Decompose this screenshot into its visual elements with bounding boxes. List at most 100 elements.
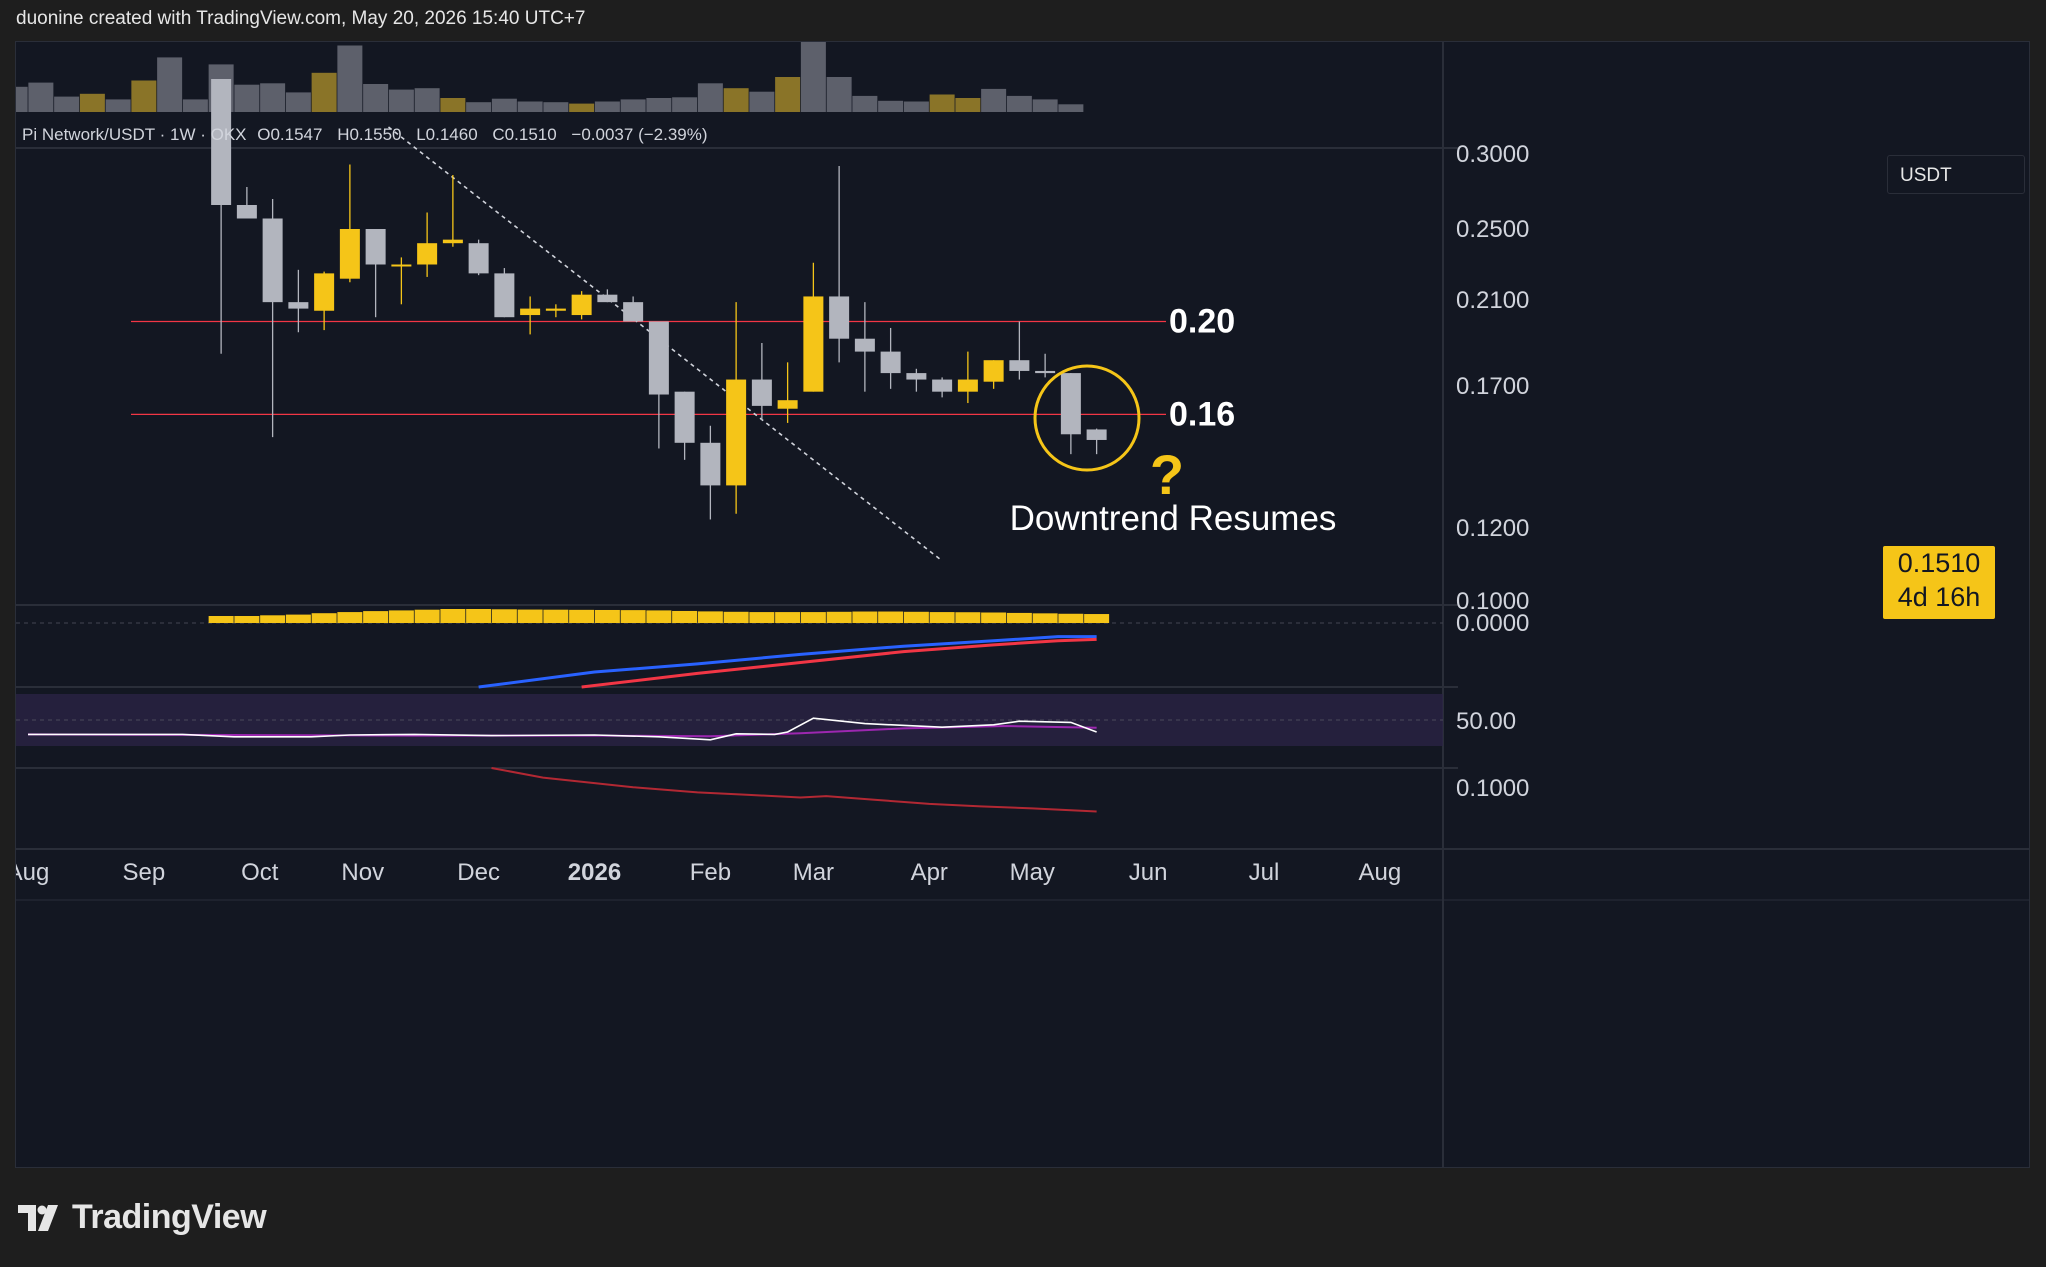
histogram-bar bbox=[363, 611, 389, 623]
volume-bar bbox=[337, 45, 363, 112]
histogram-bar bbox=[491, 609, 517, 623]
candle-body bbox=[1035, 370, 1056, 374]
volume-bar bbox=[775, 77, 801, 112]
ohlc-close: C0.1510 bbox=[492, 125, 556, 144]
candle-body bbox=[339, 229, 360, 279]
last-price: 0.1510 bbox=[1897, 548, 1981, 578]
candle-body bbox=[520, 308, 541, 316]
time-tick-label: 2026 bbox=[568, 859, 621, 886]
tradingview-brand: TradingView bbox=[72, 1198, 267, 1236]
volume-bar bbox=[697, 83, 723, 112]
price-tick-label: 0.1700 bbox=[1456, 373, 1529, 400]
tradingview-logo[interactable]: TradingView bbox=[18, 1198, 267, 1237]
annotation-label: Downtrend Resumes bbox=[1010, 499, 1337, 538]
candle-body bbox=[468, 243, 489, 274]
candle-body bbox=[700, 442, 721, 486]
candle-body bbox=[417, 243, 438, 265]
candle-body bbox=[854, 338, 875, 352]
level-label: 0.16 bbox=[1169, 395, 1235, 433]
bottom-indicator-line: 0.1000 bbox=[491, 767, 1529, 813]
histogram-bar bbox=[955, 612, 981, 623]
candle-body bbox=[777, 400, 798, 409]
histogram-bar bbox=[1084, 614, 1110, 623]
volume-bar bbox=[440, 98, 466, 112]
volume-bar bbox=[903, 101, 929, 112]
price-tick-label: 0.1000 bbox=[1456, 588, 1529, 615]
time-tick-label: Feb bbox=[690, 859, 731, 886]
candle-body bbox=[623, 302, 644, 322]
volume-bar bbox=[388, 89, 414, 112]
volume-axis-label: 1B bbox=[1456, 42, 1485, 48]
ohlc-change: −0.0037 (−2.39%) bbox=[571, 125, 707, 144]
volume-bar bbox=[311, 72, 337, 112]
time-tick-label: Jun bbox=[1129, 859, 1168, 886]
ma-line-blue bbox=[478, 635, 1097, 689]
candle-body bbox=[880, 351, 901, 374]
volume-bar bbox=[157, 57, 183, 112]
ohlc-open: O0.1547 bbox=[257, 125, 322, 144]
volume-bar bbox=[131, 80, 157, 112]
histogram-bar bbox=[388, 610, 414, 623]
histogram-bar bbox=[826, 611, 852, 623]
chart-canvas[interactable]: 1B 0.200.16 0.0000 50.00 0.1000 0.30000.… bbox=[16, 42, 2030, 1168]
volume-bar bbox=[543, 102, 569, 112]
volume-bar bbox=[491, 98, 517, 112]
volume-bar bbox=[749, 91, 775, 112]
volume-bars: 1B bbox=[16, 42, 1485, 112]
candle-body bbox=[365, 229, 386, 265]
symbol-info: Pi Network/USDT · 1W · OKX O0.1547 H0.15… bbox=[22, 125, 708, 144]
histogram-bar bbox=[878, 611, 904, 623]
rsi-lines: 50.00 bbox=[27, 708, 1516, 741]
candle-body bbox=[442, 239, 463, 244]
histogram-bar bbox=[440, 609, 466, 623]
volume-bar bbox=[878, 100, 904, 112]
chart-frame[interactable]: 1B 0.200.16 0.0000 50.00 0.1000 0.30000.… bbox=[15, 41, 2030, 1168]
time-tick-label: Nov bbox=[341, 859, 384, 886]
question-mark: ? bbox=[1150, 443, 1184, 506]
histogram-bar bbox=[1058, 613, 1084, 623]
candle-body bbox=[236, 205, 257, 219]
volume-bar bbox=[672, 97, 698, 112]
volume-bar bbox=[1058, 104, 1084, 112]
currency-selector[interactable]: USDT bbox=[1887, 155, 2025, 194]
volume-bar bbox=[16, 86, 28, 112]
candle-body bbox=[751, 379, 772, 406]
volume-bar bbox=[929, 94, 955, 112]
ma-line-red bbox=[581, 637, 1097, 689]
volume-bar bbox=[723, 88, 749, 112]
price-tick-label: 0.2100 bbox=[1456, 287, 1529, 314]
candle-body bbox=[211, 79, 232, 205]
rsi-signal-line bbox=[27, 724, 1097, 738]
candle-body bbox=[314, 273, 335, 311]
histogram-bar bbox=[234, 616, 260, 623]
histogram-bar bbox=[414, 609, 440, 623]
candle-body bbox=[1060, 373, 1081, 435]
histogram-bar bbox=[517, 609, 543, 623]
chart-credit-header: duonine created with TradingView.com, Ma… bbox=[16, 8, 586, 29]
volume-bar bbox=[800, 42, 826, 112]
volume-bar bbox=[414, 88, 440, 112]
time-tick-label: Apr bbox=[911, 859, 948, 886]
symbol-name: Pi Network/USDT · 1W · OKX bbox=[22, 125, 247, 144]
histogram-bar bbox=[620, 610, 646, 623]
time-tick-label: Aug bbox=[1359, 859, 1402, 886]
time-tick-label: Dec bbox=[457, 859, 500, 886]
histogram-bar bbox=[569, 609, 595, 623]
histogram-bar bbox=[981, 612, 1007, 623]
candle-body bbox=[726, 379, 747, 486]
indicator-axis-label: 0.0000 bbox=[1456, 610, 1529, 637]
histogram-bar bbox=[749, 612, 775, 623]
volume-bar bbox=[54, 96, 80, 112]
volume-bar bbox=[517, 101, 543, 112]
candle-body bbox=[391, 264, 412, 267]
histogram-bar bbox=[929, 612, 955, 623]
volume-bar bbox=[363, 84, 389, 112]
volume-bar bbox=[260, 83, 286, 112]
volume-bar bbox=[79, 93, 105, 112]
candle-body bbox=[932, 379, 953, 392]
last-price-tag: 0.1510 4d 16h bbox=[1883, 546, 1995, 619]
volume-bar bbox=[285, 92, 311, 112]
volume-bar bbox=[646, 98, 672, 112]
candlesticks bbox=[211, 79, 1107, 520]
histogram-bar bbox=[1032, 613, 1058, 623]
